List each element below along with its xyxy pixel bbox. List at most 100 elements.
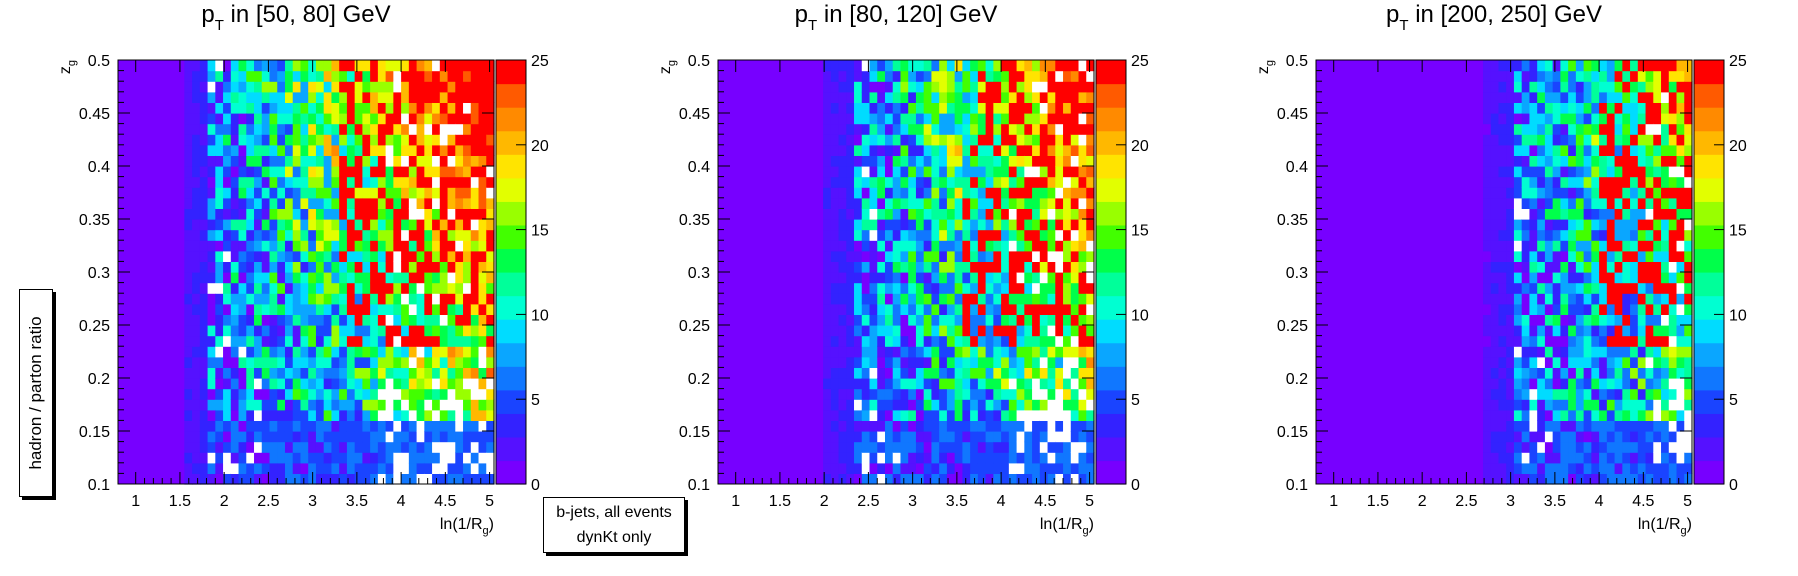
heatmap-cell [246,155,255,167]
heatmap-cell [884,166,894,178]
heatmap-cell [1047,240,1056,252]
heatmap-cell [1668,261,1678,273]
heatmap-cell [424,81,433,93]
heatmap-cell [408,102,418,114]
heatmap-cell [1552,356,1561,368]
heatmap-cell [1047,293,1056,305]
x-axis-label-end: ) [1687,516,1692,533]
heatmap-cell [1001,335,1010,347]
heatmap-cell [1490,367,1500,379]
heatmap-cell [830,367,840,379]
heatmap-cell [230,325,240,337]
heatmap-cell [1070,155,1080,167]
heatmap-cell [1016,367,1025,379]
heatmap-cell [1078,91,1087,103]
heatmap-cell [1645,473,1654,485]
heatmap-cell [269,293,278,305]
heatmap-cell [408,123,418,135]
heatmap-cell [447,388,456,400]
heatmap-cell [377,367,387,379]
heatmap-cell [1537,431,1546,443]
heatmap-cell [215,346,224,358]
heatmap-cell [215,473,224,485]
heatmap-cell [292,325,302,337]
heatmap-cell [1653,187,1662,199]
heatmap-cell [1575,388,1585,400]
heatmap-cell [869,272,878,284]
heatmap-cell [223,431,232,443]
heatmap-cell [1521,123,1531,135]
heatmap-cell [869,303,878,315]
heatmap-cell [1016,378,1025,390]
heatmap-cell [877,303,886,315]
heatmap-cell [192,356,201,368]
heatmap-cell [1024,378,1033,390]
heatmap-cell [1583,399,1592,411]
heatmap-cell [261,60,271,72]
heatmap-cell [1645,452,1654,464]
heatmap-cell [1645,166,1654,178]
heatmap-cell [447,378,456,390]
heatmap-cell [1039,420,1049,432]
heatmap-cell [861,272,871,284]
heatmap-cell [1506,144,1515,156]
heatmap-cell [1684,314,1693,326]
heatmap-cell [1606,356,1616,368]
heatmap-cell [1529,293,1538,305]
heatmap-cell [869,155,878,167]
heatmap-cell [424,197,433,209]
y-axis-label-main: z [657,66,674,74]
heatmap-cell [1591,261,1600,273]
heatmap-cell [261,441,271,453]
heatmap-cell [300,91,309,103]
heatmap-cell [223,388,232,400]
heatmap-cell [1676,473,1685,485]
heatmap-cell [1001,144,1010,156]
heatmap-cell [1039,240,1049,252]
heatmap-cell [923,473,933,485]
heatmap-cell [1063,420,1072,432]
color-bar-step [1694,83,1724,108]
heatmap-cell [315,452,325,464]
heatmap-cell [184,388,193,400]
heatmap-cell [1622,229,1631,241]
heatmap-cell [223,367,232,379]
heatmap-cell [192,81,201,93]
heatmap-cell [254,261,263,273]
heatmap-cell [954,219,963,231]
heatmap-cell [1024,166,1033,178]
heatmap-cell [346,388,356,400]
heatmap-cell [393,409,402,421]
heatmap-cell [1676,378,1685,390]
heatmap-cell [346,197,356,209]
heatmap-cell [939,91,948,103]
heatmap-cell [1591,250,1600,262]
heatmap-cell [1645,462,1654,474]
heatmap-cell [199,378,209,390]
heatmap-cell [1055,462,1064,474]
heatmap-cell [931,409,940,421]
heatmap-cell [939,70,948,82]
heatmap-cell [199,208,209,220]
heatmap-cell [1622,335,1631,347]
color-bar-step [1096,366,1126,391]
heatmap-cell [977,356,987,368]
side-label: hadron / parton ratio [26,316,45,470]
heatmap-cell [1032,420,1041,432]
heatmap-cell [1614,346,1623,358]
heatmap-cell [877,325,886,337]
heatmap-cell [1653,346,1662,358]
heatmap-cell [1537,123,1546,135]
heatmap-cell [838,314,847,326]
heatmap-cell [993,420,1002,432]
heatmap-cell [1637,113,1647,125]
heatmap-cell [470,229,480,241]
heatmap-cell [261,261,271,273]
heatmap-cell [354,176,363,188]
heatmap-cell [370,335,379,347]
heatmap-cell [931,261,940,273]
heatmap-cell [354,60,363,72]
heatmap-cell [339,335,348,347]
heatmap-cell [323,272,333,284]
